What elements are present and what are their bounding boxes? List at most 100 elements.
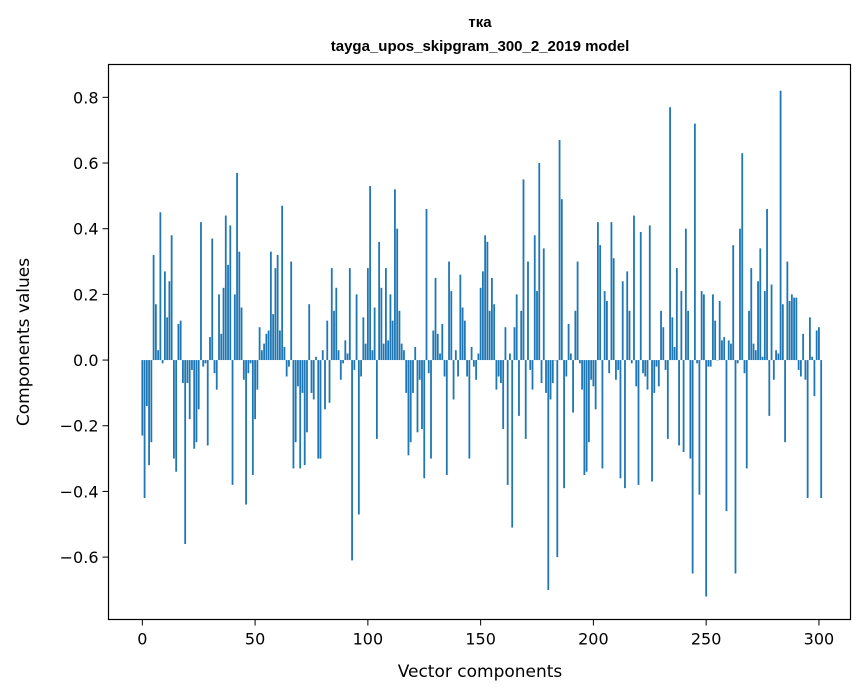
bar	[321, 350, 324, 361]
bar	[306, 360, 308, 433]
bar	[790, 294, 793, 361]
bar	[705, 360, 708, 597]
bar	[430, 360, 432, 459]
y-tick-label: −0.2	[60, 417, 99, 436]
bar	[301, 360, 304, 393]
bar	[621, 281, 624, 361]
bar	[574, 310, 577, 361]
bar	[736, 360, 739, 364]
bar	[495, 360, 498, 390]
bar	[777, 353, 780, 361]
bar	[409, 360, 412, 443]
bar	[730, 343, 732, 361]
bar	[741, 153, 744, 361]
bar	[560, 199, 563, 361]
bar	[173, 360, 175, 459]
bar	[806, 360, 809, 498]
bar	[540, 360, 543, 384]
x-tick-label: 100	[353, 630, 384, 649]
bar	[195, 360, 198, 443]
bar	[443, 360, 446, 377]
x-axis-ticks: 0 50 100 150 200 250 300	[137, 619, 835, 649]
bar	[265, 333, 268, 361]
bar	[558, 140, 561, 361]
bar	[425, 209, 428, 361]
bar	[515, 294, 518, 361]
bar	[617, 360, 620, 370]
bar	[461, 307, 464, 361]
bar	[768, 360, 771, 416]
y-tick-label: 0.4	[73, 220, 98, 239]
bar	[664, 360, 667, 370]
bar	[775, 350, 777, 361]
bar	[576, 261, 579, 361]
bar	[412, 360, 414, 393]
bar	[813, 360, 816, 397]
bar	[188, 360, 191, 420]
bar	[745, 360, 748, 469]
bar	[781, 304, 784, 361]
bar	[653, 360, 656, 393]
bar	[382, 343, 385, 361]
bar	[590, 360, 593, 380]
bar	[163, 271, 166, 361]
bar	[563, 360, 565, 489]
bar	[639, 231, 642, 361]
bar	[175, 360, 178, 472]
bar	[182, 360, 184, 384]
bar	[475, 360, 478, 380]
bar	[642, 360, 644, 374]
x-tick-label: 0	[137, 630, 147, 649]
bar	[247, 360, 250, 374]
bar	[662, 327, 665, 361]
bar	[215, 360, 218, 390]
bar	[655, 360, 658, 367]
bar	[159, 212, 162, 361]
bar	[463, 320, 466, 361]
bar	[556, 360, 559, 558]
bar	[434, 277, 437, 361]
y-tick-label: −0.4	[60, 482, 99, 501]
bar	[698, 360, 701, 495]
bar	[405, 360, 408, 393]
bar	[202, 360, 205, 367]
bar	[529, 360, 532, 370]
bar	[788, 300, 791, 361]
bar	[815, 330, 818, 361]
bar	[421, 360, 423, 430]
y-tick-label: 0.2	[73, 285, 98, 304]
x-axis-label: Vector components	[398, 662, 563, 682]
bar	[793, 297, 796, 361]
bar	[328, 360, 331, 403]
bar	[522, 179, 525, 361]
bar	[497, 360, 500, 377]
bar	[229, 225, 232, 361]
bar	[799, 360, 802, 377]
bar	[687, 310, 690, 361]
bar	[258, 327, 261, 361]
plot-frame	[107, 63, 852, 621]
bar	[209, 337, 211, 361]
bar	[707, 360, 710, 367]
bar	[206, 360, 209, 446]
bar	[660, 310, 662, 361]
bar	[200, 222, 202, 361]
bar	[666, 360, 669, 439]
bar	[637, 360, 640, 485]
bar	[385, 268, 387, 361]
x-tick-label: 50	[245, 630, 265, 649]
bar	[333, 310, 335, 361]
bar	[335, 287, 338, 361]
bar	[732, 245, 735, 361]
bar	[299, 360, 302, 469]
x-tick-label: 300	[804, 630, 835, 649]
bar	[470, 346, 473, 361]
bar	[324, 360, 326, 410]
bar	[303, 360, 306, 466]
bar	[671, 317, 674, 361]
bar	[675, 268, 678, 361]
bar	[709, 360, 712, 367]
bar	[378, 241, 381, 361]
bar	[468, 360, 471, 459]
bar	[177, 323, 180, 361]
